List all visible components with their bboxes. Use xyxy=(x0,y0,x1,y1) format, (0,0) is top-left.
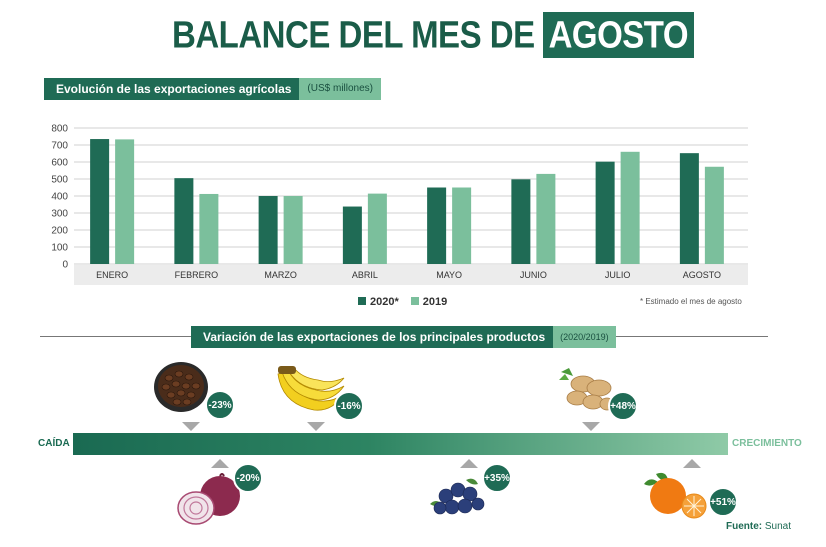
bar-2020 xyxy=(342,206,362,264)
bar-2019 xyxy=(115,139,135,264)
bar-2019 xyxy=(620,151,640,264)
change-badge-coffee: -23% xyxy=(205,390,235,420)
scale-label-right: CRECIMIENTO xyxy=(732,438,802,449)
bar-2020 xyxy=(90,139,110,264)
bar-2019 xyxy=(367,193,387,264)
bar-2020 xyxy=(595,161,615,264)
change-badge-blueberry: +35% xyxy=(482,463,512,493)
legend-item-2019: 2019 xyxy=(410,296,448,308)
change-badge-mandarin: +51% xyxy=(708,487,738,517)
y-tick-label: 300 xyxy=(51,209,68,220)
x-tick-label: ENERO xyxy=(96,270,128,280)
x-tick-label: JUNIO xyxy=(520,270,547,280)
bar-2019 xyxy=(199,193,219,264)
legend-label-2019: 2019 xyxy=(422,296,448,308)
y-tick-label: 0 xyxy=(62,260,68,271)
x-tick-label: MARZO xyxy=(264,270,297,280)
chart-title: Evolución de las exportaciones agrícolas xyxy=(44,78,300,100)
y-tick-label: 400 xyxy=(51,192,68,203)
source-value: Sunat xyxy=(764,521,792,532)
y-tick-label: 500 xyxy=(51,175,68,186)
change-badge-banana: -16% xyxy=(334,391,364,421)
bar-chart: 800 700 600 500 400 300 200 100 0 ENERO FEBRERO MAR… xyxy=(51,124,748,285)
arrow-up-mandarin xyxy=(683,459,701,468)
bar-2019 xyxy=(283,196,303,264)
mandarin-icon xyxy=(638,470,712,527)
source-label: Fuente: xyxy=(726,521,763,532)
bar-2019 xyxy=(704,166,724,264)
change-badge-ginger: +48% xyxy=(608,391,638,421)
x-axis-band xyxy=(74,265,748,285)
x-tick-label: MAYO xyxy=(436,270,462,280)
x-tick-label: JULIO xyxy=(605,270,631,280)
section-header: Variación de las exportaciones de los pr… xyxy=(191,326,616,348)
chart-header: Evolución de las exportaciones agrícolas… xyxy=(44,78,381,100)
bar-2020 xyxy=(511,179,531,264)
page-title: BALANCE DEL MES DE AGOSTO xyxy=(172,9,695,62)
ginger-icon xyxy=(555,366,619,421)
y-tick-label: 700 xyxy=(51,141,68,152)
x-tick-label: ABRIL xyxy=(352,270,378,280)
variation-scale-bar xyxy=(73,433,728,455)
blueberry-icon xyxy=(426,474,496,525)
source-note: Fuente: Sunat xyxy=(726,521,791,532)
title-highlight: AGOSTO xyxy=(542,12,695,59)
x-tick-label: AGOSTO xyxy=(683,270,721,280)
bar-2020 xyxy=(258,196,278,264)
bar-2019 xyxy=(452,187,472,264)
y-tick-label: 100 xyxy=(51,243,68,254)
banana-icon xyxy=(274,364,348,423)
coffee-beans-icon xyxy=(152,360,210,419)
bar-2020 xyxy=(679,153,699,264)
arrow-up-onion xyxy=(211,459,229,468)
arrow-up-blueberry xyxy=(460,459,478,468)
x-tick-label: FEBRERO xyxy=(175,270,219,280)
section-title: Variación de las exportaciones de los pr… xyxy=(191,326,554,348)
legend-label-2020: 2020* xyxy=(370,296,399,308)
chart-legend: 2020* 2019 xyxy=(358,296,447,308)
footnote: * Estimado el mes de agosto xyxy=(640,297,742,306)
y-tick-label: 600 xyxy=(51,158,68,169)
bar-2020 xyxy=(427,187,447,264)
change-badge-onion: -20% xyxy=(233,463,263,493)
arrow-down-ginger xyxy=(582,422,600,431)
y-tick-label: 800 xyxy=(51,124,68,135)
title-main: BALANCE DEL MES DE xyxy=(172,13,535,56)
y-tick-label: 200 xyxy=(51,226,68,237)
section-period: (2020/2019) xyxy=(553,326,616,348)
arrow-down-banana xyxy=(307,422,325,431)
onion-icon xyxy=(176,472,244,531)
chart-unit: (US$ millones) xyxy=(299,78,381,100)
bar-2020 xyxy=(174,178,194,264)
scale-label-left: CAÍDA xyxy=(38,438,70,449)
legend-item-2020: 2020* xyxy=(358,296,399,308)
bar-2019 xyxy=(536,173,556,264)
arrow-down-coffee xyxy=(182,422,200,431)
